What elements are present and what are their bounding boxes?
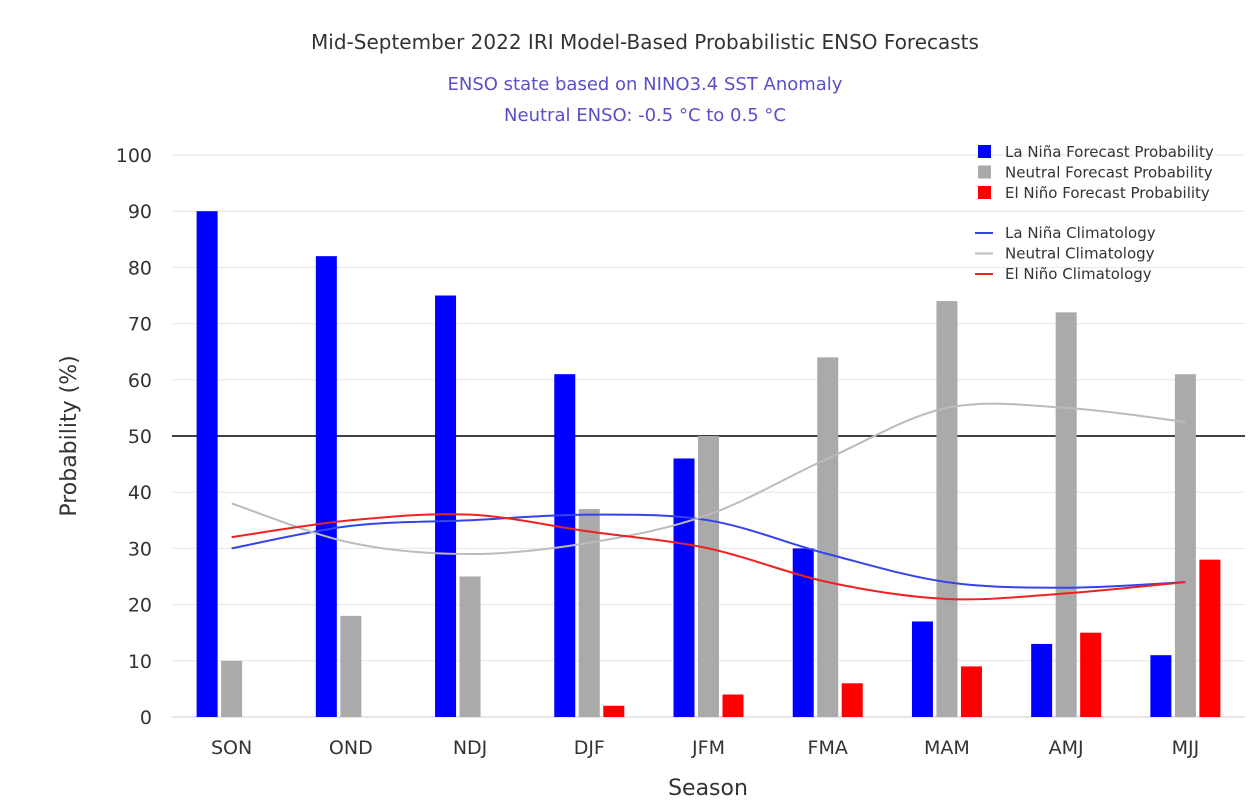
x-tick-label-son: SON (211, 737, 252, 759)
x-tick-label-mjj: MJJ (1172, 737, 1200, 759)
y-tick-label-40: 40 (128, 482, 152, 504)
y-tick-label-60: 60 (128, 370, 152, 392)
bar-el-nino-mjj (1199, 559, 1221, 717)
y-tick-label-100: 100 (116, 145, 152, 167)
bar-la-nina-mam (911, 621, 933, 717)
bar-la-nina-jfm (673, 458, 695, 717)
bar-la-nina-fma (792, 548, 814, 717)
bar-neutral-fma (817, 357, 839, 717)
bars (196, 211, 1221, 717)
y-tick-label-80: 80 (128, 257, 152, 279)
line-neutral-climatology (231, 402, 1186, 556)
x-tick-label-fma: FMA (808, 737, 848, 759)
legend-label-la-nina-climatology: La Niña Climatology (1005, 224, 1156, 242)
bar-el-nino-fma (841, 683, 863, 717)
bar-neutral-amj (1055, 312, 1077, 717)
line-la-nina-climatology (231, 513, 1186, 589)
x-tick-label-jfm: JFM (691, 737, 725, 759)
y-tick-label-50: 50 (128, 426, 152, 448)
y-tick-label-30: 30 (128, 538, 152, 560)
x-tick-label-djf: DJF (574, 737, 605, 759)
bar-el-nino-mam (960, 666, 982, 717)
x-tick-label-mam: MAM (924, 737, 970, 759)
bar-neutral-djf (578, 509, 600, 717)
legend-swatch-la-nina-forecast (978, 145, 991, 158)
y-tick-label-70: 70 (128, 314, 152, 336)
y-tick-label-20: 20 (128, 595, 152, 617)
x-tick-label-amj: AMJ (1049, 737, 1084, 759)
x-tick-label-ond: OND (329, 737, 373, 759)
bar-la-nina-ndj (435, 295, 457, 717)
bar-el-nino-djf (603, 705, 625, 717)
bar-el-nino-jfm (722, 694, 744, 717)
bar-neutral-mam (936, 301, 958, 717)
bar-neutral-mjj (1174, 374, 1196, 717)
legend-label-neutral-forecast: Neutral Forecast Probability (1005, 164, 1213, 182)
climatology-lines (231, 402, 1186, 601)
bar-la-nina-mjj (1150, 655, 1172, 717)
legend-swatch-neutral-forecast (978, 165, 991, 179)
y-tick-label-0: 0 (140, 707, 152, 729)
y-tick-label-90: 90 (128, 201, 152, 223)
line-el-nino-climatology (231, 513, 1186, 601)
legend-label-el-nino-forecast: El Niño Forecast Probability (1005, 184, 1210, 202)
x-axis-label: Season (668, 776, 748, 801)
y-tick-label-10: 10 (128, 651, 152, 673)
bar-el-nino-amj (1080, 632, 1102, 717)
legend: La Niña Forecast Probability Neutral Fore… (975, 143, 1214, 283)
bar-neutral-jfm (698, 436, 719, 717)
legend-label-la-nina-forecast: La Niña Forecast Probability (1005, 143, 1214, 161)
y-axis-ticks: 0 10 20 30 40 50 60 70 80 90 100 (116, 145, 152, 729)
chart-subtitle-1: ENSO state based on NINO3.4 SST Anomaly (448, 74, 843, 95)
bar-neutral-son (221, 660, 243, 717)
y-axis-label: Probability (%) (57, 355, 82, 516)
bar-neutral-ond (340, 615, 362, 717)
x-axis-ticks: SON OND NDJ DJF JFM FMA MAM AMJ MJJ (211, 737, 1199, 759)
chart-title: Mid-September 2022 IRI Model-Based Proba… (311, 30, 979, 54)
chart-subtitle-2: Neutral ENSO: -0.5 °C to 0.5 °C (504, 105, 786, 126)
legend-swatch-el-nino-forecast (978, 186, 991, 199)
bar-la-nina-amj (1031, 643, 1053, 717)
legend-label-el-nino-climatology: El Niño Climatology (1005, 265, 1152, 283)
x-tick-label-ndj: NDJ (453, 737, 487, 759)
legend-label-neutral-climatology: Neutral Climatology (1005, 245, 1155, 263)
bar-la-nina-son (196, 211, 218, 717)
bar-neutral-ndj (459, 576, 481, 717)
bar-la-nina-ond (315, 256, 337, 717)
